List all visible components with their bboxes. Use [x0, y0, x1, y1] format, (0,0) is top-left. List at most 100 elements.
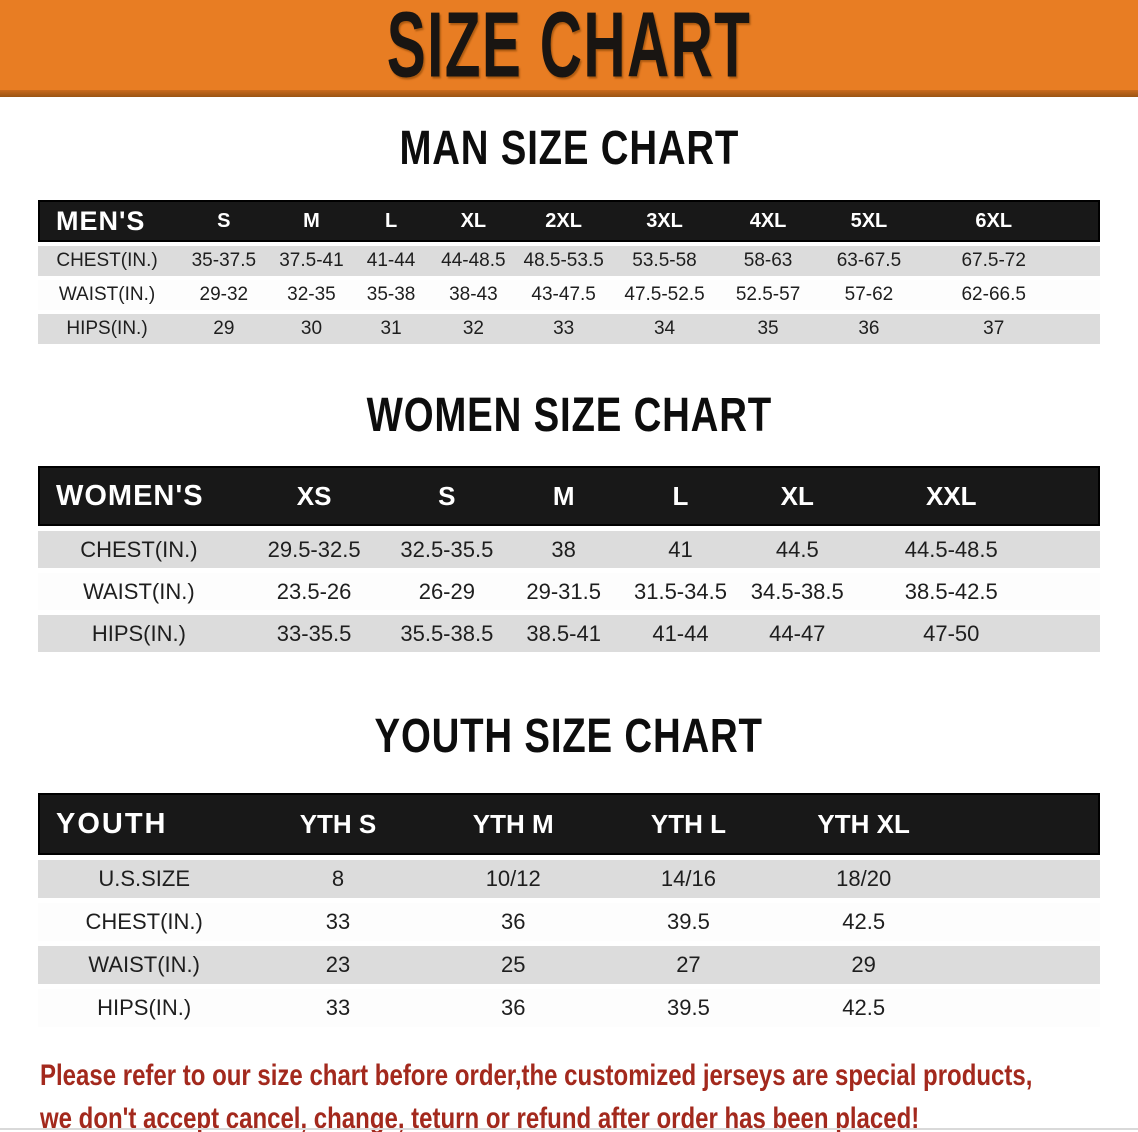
- table-row: HIPS(IN.) 29 30 31 32 33 34 35 36 37: [38, 314, 1100, 344]
- size-cell: 42.5: [776, 903, 952, 941]
- disclaimer-line-1: Please refer to our size chart before or…: [40, 1059, 1033, 1092]
- size-cell: 14/16: [600, 860, 777, 898]
- size-cell: 41-44: [351, 246, 431, 276]
- size-cell: 38: [505, 531, 623, 568]
- size-cell: 41: [622, 531, 739, 568]
- size-cell: 57-62: [818, 280, 920, 310]
- size-chart-banner: SIZE CHART: [0, 0, 1138, 96]
- size-cell: 33: [250, 903, 426, 941]
- column-header: [951, 793, 1100, 855]
- size-cell: 8: [250, 860, 426, 898]
- size-cell: 39.5: [600, 989, 777, 1027]
- size-cell: 29-32: [176, 280, 272, 310]
- size-cell: 23.5-26: [239, 573, 389, 610]
- size-cell: 36: [818, 314, 920, 344]
- row-label: U.S.SIZE: [38, 860, 251, 898]
- size-cell: 31: [351, 314, 431, 344]
- women-heading-text: WOMEN SIZE CHART: [366, 389, 772, 442]
- row-label: WAIST(IN.): [38, 280, 177, 310]
- column-header: YTH XL: [776, 793, 952, 855]
- table-header-row: WOMEN'S XS S M L XL XXL: [38, 466, 1100, 526]
- size-cell: 35.5-38.5: [388, 615, 506, 652]
- size-cell: 33: [515, 314, 612, 344]
- size-cell: 47-50: [855, 615, 1047, 652]
- disclaimer: Please refer to our size chart before or…: [40, 1054, 1138, 1132]
- size-cell: 23: [250, 946, 426, 984]
- disclaimer-line-2: we don't accept cancel, change, teturn o…: [40, 1102, 920, 1132]
- column-header: 3XL: [611, 200, 718, 242]
- row-label: HIPS(IN.): [38, 314, 177, 344]
- size-cell: 32-35: [271, 280, 352, 310]
- table-header-row: MEN'S S M L XL 2XL 3XL 4XL 5XL 6XL: [38, 200, 1100, 242]
- size-cell: 29: [776, 946, 952, 984]
- size-cell: 34: [611, 314, 718, 344]
- size-cell: 44-47: [738, 615, 856, 652]
- column-header: 2XL: [515, 200, 612, 242]
- women-section-heading: WOMEN SIZE CHART: [0, 388, 1138, 443]
- size-cell: [1046, 615, 1100, 652]
- row-label: HIPS(IN.): [38, 615, 240, 652]
- table-header-row: YOUTH YTH S YTH M YTH L YTH XL: [38, 793, 1100, 855]
- column-header: YTH S: [250, 793, 426, 855]
- column-header: XL: [430, 200, 516, 242]
- size-cell: 52.5-57: [717, 280, 819, 310]
- youth-size-table: YOUTH YTH S YTH M YTH L YTH XL U.S.SIZE 8 10/12…: [38, 788, 1100, 1032]
- size-cell: 42.5: [776, 989, 952, 1027]
- column-header: [1046, 466, 1100, 526]
- size-cell: 38.5-42.5: [855, 573, 1047, 610]
- column-header: L: [622, 466, 739, 526]
- size-table: WOMEN'S XS S M L XL XXL CHEST(IN.) 29.5-32.5 32.5…: [38, 461, 1100, 657]
- column-header: S: [176, 200, 272, 242]
- table-row: WAIST(IN.) 23 25 27 29: [38, 946, 1100, 984]
- table-title-cell: WOMEN'S: [38, 466, 240, 526]
- size-cell: 67.5-72: [919, 246, 1069, 276]
- column-header: M: [505, 466, 623, 526]
- size-cell: 37.5-41: [271, 246, 352, 276]
- size-cell: 33: [250, 989, 426, 1027]
- size-cell: 26-29: [388, 573, 506, 610]
- size-cell: 38.5-41: [505, 615, 623, 652]
- size-cell: 32.5-35.5: [388, 531, 506, 568]
- men-section-heading: MAN SIZE CHART: [0, 121, 1138, 176]
- table-title-cell: YOUTH: [38, 793, 251, 855]
- men-heading-text: MAN SIZE CHART: [399, 122, 739, 175]
- size-cell: 48.5-53.5: [515, 246, 612, 276]
- size-cell: 27: [600, 946, 777, 984]
- banner-bottom-edge: [0, 90, 1138, 97]
- size-cell: [1046, 531, 1100, 568]
- size-cell: 29.5-32.5: [239, 531, 389, 568]
- column-header: YTH L: [600, 793, 777, 855]
- row-label: HIPS(IN.): [38, 989, 251, 1027]
- size-cell: 53.5-58: [611, 246, 718, 276]
- size-cell: 35-37.5: [176, 246, 272, 276]
- size-cell: [1046, 573, 1100, 610]
- table-row: CHEST(IN.) 35-37.5 37.5-41 41-44 44-48.5 48.5…: [38, 246, 1100, 276]
- row-label: CHEST(IN.): [38, 903, 251, 941]
- size-cell: 31.5-34.5: [622, 573, 739, 610]
- column-header: 6XL: [919, 200, 1069, 242]
- size-cell: [951, 989, 1100, 1027]
- size-cell: 44.5: [738, 531, 856, 568]
- size-cell: [951, 946, 1100, 984]
- youth-heading-text: YOUTH SIZE CHART: [374, 710, 764, 763]
- size-cell: 35-38: [351, 280, 431, 310]
- column-header: YTH M: [425, 793, 601, 855]
- women-size-table: WOMEN'S XS S M L XL XXL CHEST(IN.) 29.5-32.5 32.5…: [38, 461, 1100, 657]
- banner-title: SIZE CHART: [386, 0, 752, 97]
- page-bottom-divider: [0, 1128, 1138, 1130]
- size-cell: 62-66.5: [919, 280, 1069, 310]
- column-header: L: [351, 200, 431, 242]
- row-label: WAIST(IN.): [38, 573, 240, 610]
- size-table: MEN'S S M L XL 2XL 3XL 4XL 5XL 6XL CHEST(IN.) 35-37…: [38, 196, 1100, 348]
- size-cell: [1068, 246, 1100, 276]
- column-header: 5XL: [818, 200, 920, 242]
- size-cell: 32: [430, 314, 516, 344]
- table-row: WAIST(IN.) 23.5-26 26-29 29-31.5 31.5-34.5 34…: [38, 573, 1100, 610]
- size-cell: 43-47.5: [515, 280, 612, 310]
- size-cell: 37: [919, 314, 1069, 344]
- size-cell: 25: [425, 946, 601, 984]
- size-cell: 36: [425, 903, 601, 941]
- size-cell: [1068, 280, 1100, 310]
- size-cell: 39.5: [600, 903, 777, 941]
- size-cell: 33-35.5: [239, 615, 389, 652]
